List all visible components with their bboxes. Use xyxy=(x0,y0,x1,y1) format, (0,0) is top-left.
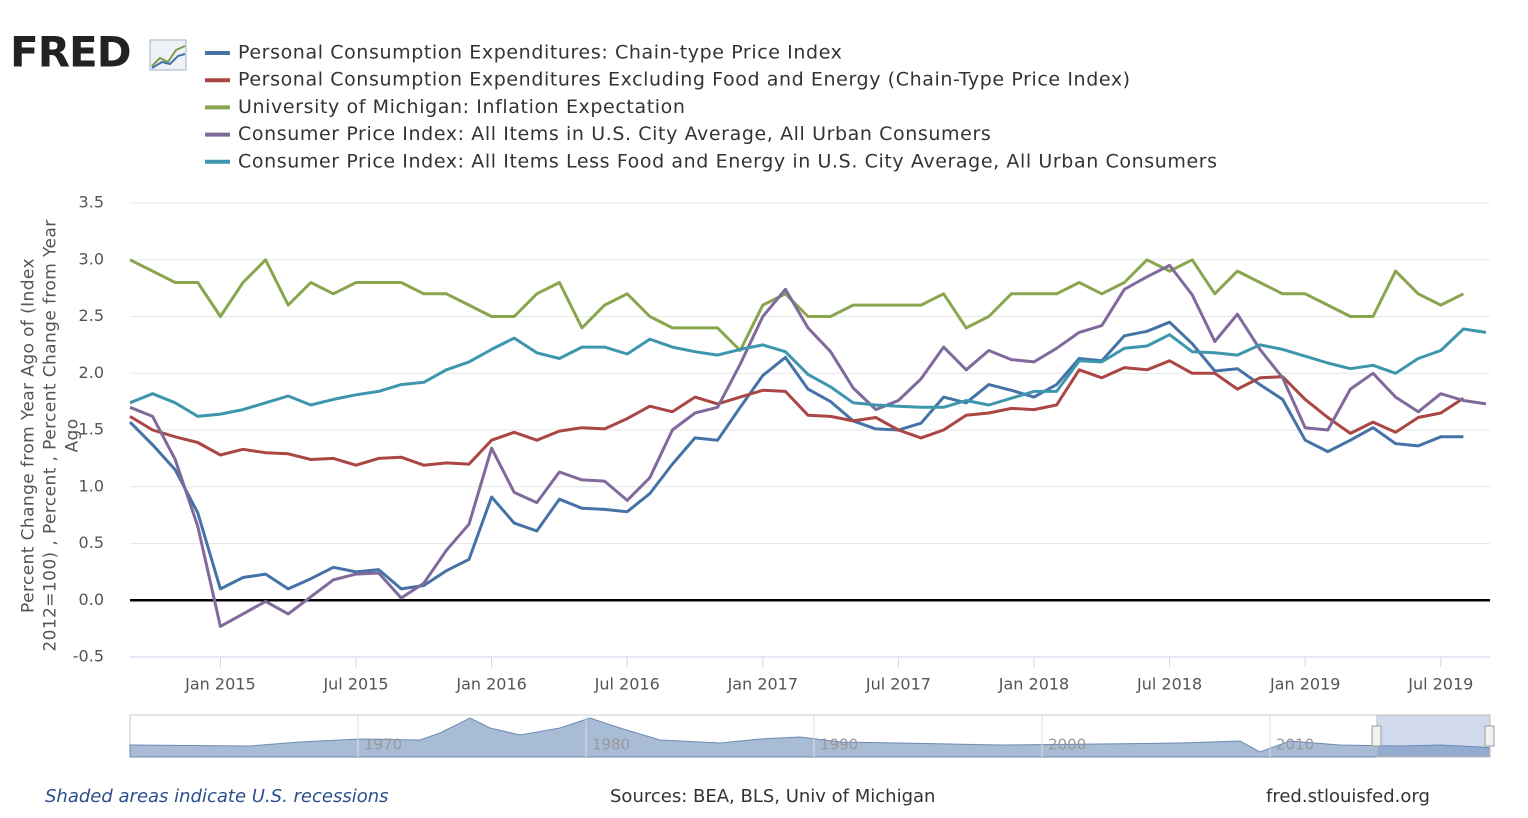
series-line xyxy=(129,258,1465,352)
series-line xyxy=(128,320,1464,591)
navigator-label: 2000 xyxy=(1048,736,1086,754)
x-tick-label: Jan 2015 xyxy=(184,675,255,694)
logo: FRED xyxy=(10,28,131,77)
y-tick-label: 1.5 xyxy=(79,420,104,439)
logo-icon xyxy=(149,39,187,71)
x-tick-label: Jul 2016 xyxy=(594,675,660,694)
navigator-label: 1990 xyxy=(820,736,858,754)
recession-note: Shaded areas indicate U.S. recessions xyxy=(45,786,389,807)
y-tick-label: 1.0 xyxy=(79,476,104,495)
x-tick-label: Jul 2019 xyxy=(1407,675,1473,694)
site: fred.stlouisfed.org xyxy=(1266,786,1430,807)
series-line xyxy=(129,359,1465,467)
y-tick-label: 2.0 xyxy=(79,363,104,382)
navigator-label: 1980 xyxy=(592,736,630,754)
x-tick-label: Jan 2019 xyxy=(1269,675,1340,694)
legend-label: Personal Consumption Expenditures Exclud… xyxy=(238,69,1131,91)
sources: Sources: BEA, BLS, Univ of Michigan xyxy=(610,786,936,807)
y-tick-label: 3.0 xyxy=(79,249,104,268)
legend-label: Consumer Price Index: All Items Less Foo… xyxy=(238,150,1218,172)
y-tick-label: -0.5 xyxy=(73,647,104,666)
legend-label: University of Michigan: Inflation Expect… xyxy=(238,96,686,118)
x-tick-label: Jul 2018 xyxy=(1136,675,1202,694)
x-tick-label: Jan 2016 xyxy=(455,675,526,694)
x-tick-label: Jan 2018 xyxy=(998,675,1069,694)
series-line xyxy=(129,263,1487,628)
y-tick-label: 2.5 xyxy=(79,306,104,325)
navigator[interactable]: 1970 1980 1990 2000 2010 xyxy=(129,714,1495,758)
x-tick-label: Jul 2015 xyxy=(322,675,388,694)
y-tick-label: 3.5 xyxy=(79,193,104,212)
y-axis-title: Percent Change from Year Ago of (Index 2… xyxy=(18,219,83,652)
y-tick-label: 0.5 xyxy=(79,533,104,552)
navigator-label: 2010 xyxy=(1276,736,1314,754)
x-tick-label: Jul 2017 xyxy=(865,675,931,694)
series-line xyxy=(129,327,1487,418)
legend-label: Personal Consumption Expenditures: Chain… xyxy=(238,42,843,64)
legend-label: Consumer Price Index: All Items in U.S. … xyxy=(238,123,991,145)
x-tick-label: Jan 2017 xyxy=(727,675,798,694)
navigator-label: 1970 xyxy=(364,736,402,754)
y-tick-label: 0.0 xyxy=(79,590,104,609)
